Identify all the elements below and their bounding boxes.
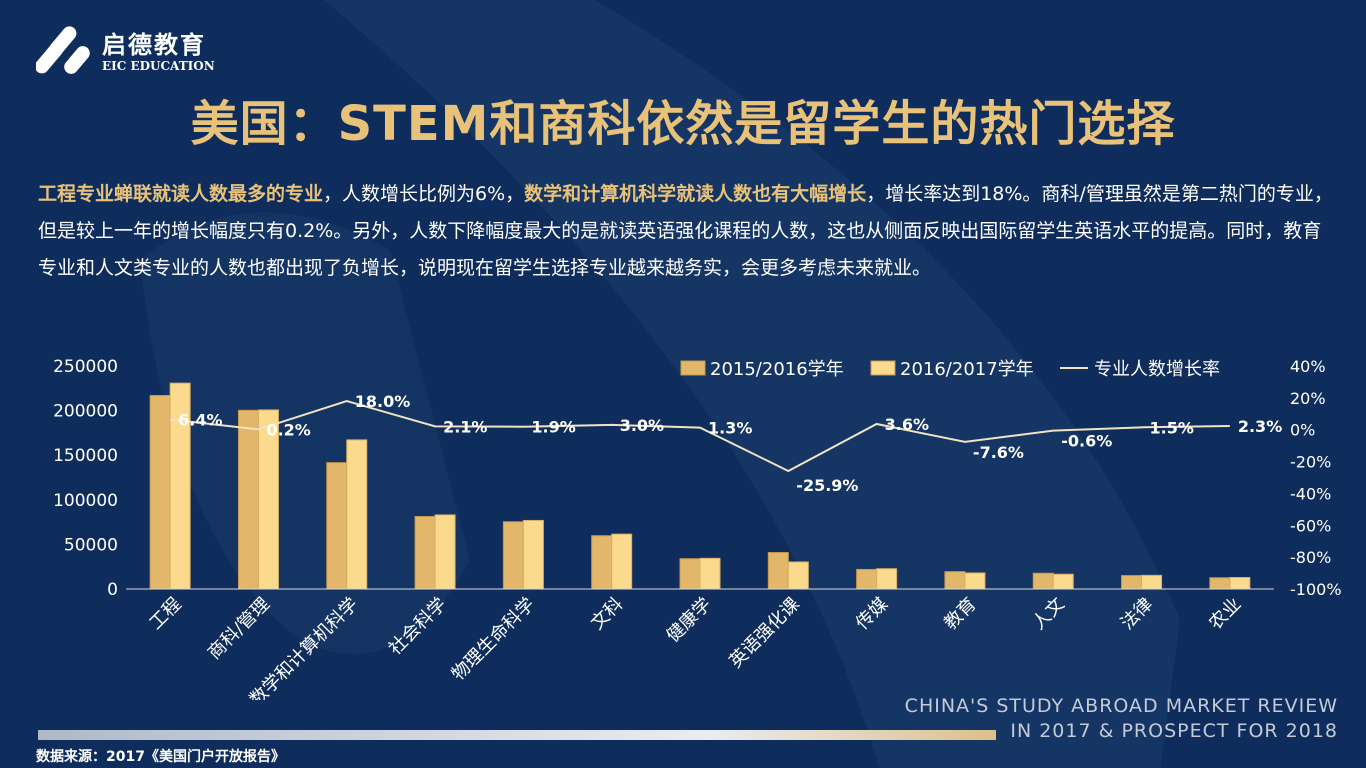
- bar-2015-2016: [767, 552, 789, 590]
- bar-2015-2016: [1121, 575, 1143, 590]
- description-text-2: ，增长率达到18%。商科/管理虽然是第二热门的专业，但是较上一年的增长幅度只有0…: [38, 183, 1333, 279]
- y-axis-tick-label: 250000: [53, 357, 118, 377]
- bar-2015-2016: [1209, 577, 1231, 590]
- category-label: 健康学: [663, 594, 716, 647]
- bar-2016-2017: [787, 561, 809, 590]
- y2-axis-tick-label: 20%: [1290, 389, 1326, 408]
- category-label: 传媒: [852, 594, 892, 634]
- y2-axis-tick-label: 0%: [1290, 421, 1315, 440]
- growth-rate-label: 2.3%: [1238, 417, 1282, 436]
- highlight-engineering: 工程专业蝉联就读人数最多的专业: [38, 183, 324, 205]
- bar-2016-2017: [1052, 573, 1074, 590]
- legend-label: 专业人数增长率: [1094, 359, 1220, 380]
- page-title: 美国：STEM和商科依然是留学生的热门选择: [190, 96, 1176, 152]
- bar-2015-2016: [944, 571, 966, 590]
- logo-name-cn: 启德教育: [102, 31, 206, 59]
- growth-rate-label: 1.3%: [708, 419, 752, 438]
- growth-rate-label: 3.0%: [620, 416, 664, 435]
- y2-axis-tick-label: -60%: [1290, 516, 1331, 535]
- category-label: 法律: [1117, 594, 1157, 634]
- bar-2015-2016: [326, 462, 348, 590]
- y2-axis-tick-label: -20%: [1290, 453, 1331, 472]
- category-label: 教育: [940, 594, 980, 634]
- growth-rate-label: -25.9%: [796, 476, 858, 495]
- logo: 启德教育 EIC EDUCATION: [36, 26, 215, 78]
- y-axis-tick-label: 150000: [53, 446, 118, 466]
- category-label: 商科/管理: [204, 594, 274, 664]
- category-label: 文科: [587, 594, 627, 634]
- bar-2015-2016: [1032, 572, 1054, 590]
- category-label: 物理生命科学: [448, 594, 539, 685]
- bar-2015-2016: [679, 558, 701, 590]
- growth-rate-label: 1.9%: [531, 418, 575, 437]
- bar-2016-2017: [611, 533, 633, 590]
- growth-rate-label: 3.6%: [885, 415, 929, 434]
- bar-2016-2017: [1141, 574, 1163, 590]
- growth-rate-label: 0.2%: [266, 420, 310, 439]
- growth-rate-line: [170, 399, 1230, 473]
- bar-2016-2017: [346, 439, 368, 590]
- legend-swatch-2016-2017: [870, 360, 896, 376]
- bar-2015-2016: [856, 568, 878, 590]
- logo-name-en: EIC EDUCATION: [102, 59, 215, 73]
- growth-rate-label: -0.6%: [1061, 432, 1112, 451]
- bar-2015-2016: [414, 515, 436, 590]
- report-title-line-2: IN 2017 & PROSPECT FOR 2018: [1010, 720, 1338, 742]
- report-title-line-1: CHINA'S STUDY ABROAD MARKET REVIEW: [904, 695, 1338, 717]
- y-axis-tick-label: 50000: [64, 535, 118, 555]
- bar-2015-2016: [502, 521, 524, 590]
- y2-axis-tick-label: -40%: [1290, 484, 1331, 503]
- growth-rate-label: 6.4%: [178, 411, 222, 430]
- y2-axis-tick-label: -80%: [1290, 548, 1331, 567]
- eic-logo-icon: [36, 26, 90, 74]
- legend-label: 2016/2017学年: [900, 359, 1034, 380]
- description-text-1: ，人数增长比例为6%，: [323, 183, 525, 205]
- bar-2016-2017: [876, 568, 898, 590]
- bar-2016-2017: [434, 514, 456, 590]
- y2-axis-tick-label: 40%: [1290, 357, 1326, 376]
- category-label: 英语强化课: [725, 594, 803, 672]
- bar-2015-2016: [591, 535, 613, 590]
- bar-2015-2016: [237, 409, 259, 590]
- bar-2016-2017: [522, 519, 544, 590]
- legend-swatch-2015-2016: [680, 360, 706, 376]
- growth-rate-label: 18.0%: [355, 392, 411, 411]
- enrollment-chart: 0 50000 100000 150000 200000 250000 -100% -80% -…: [53, 357, 1342, 700]
- highlight-math-cs: 数学和计算机科学就读人数也有大幅增长: [524, 183, 867, 205]
- y-axis-tick-label: 200000: [53, 402, 118, 422]
- y-axis-tick-label: 0: [107, 580, 118, 600]
- growth-rate-label: 1.5%: [1150, 418, 1194, 437]
- bar-2016-2017: [699, 557, 721, 590]
- category-label: 农业: [1205, 594, 1245, 634]
- bar-2016-2017: [1229, 576, 1251, 590]
- category-label: 人文: [1028, 594, 1068, 634]
- y-axis-tick-label: 100000: [53, 491, 118, 511]
- y2-axis-tick-label: -100%: [1290, 580, 1342, 599]
- description-paragraph: 工程专业蝉联就读人数最多的专业，人数增长比例为6%，数学和计算机科学就读人数也有…: [38, 176, 1338, 287]
- category-label: 社会科学: [385, 594, 451, 660]
- growth-rate-label: -7.6%: [973, 443, 1024, 462]
- bar-2015-2016: [149, 394, 171, 590]
- category-label: 工程: [145, 594, 185, 634]
- footer-bar: [38, 730, 996, 740]
- legend-label: 2015/2016学年: [710, 359, 844, 380]
- report-title-en: CHINA'S STUDY ABROAD MARKET REVIEW IN 20…: [905, 694, 1338, 744]
- bar-2016-2017: [964, 572, 986, 590]
- data-source: 数据来源：2017《美国门户开放报告》: [36, 749, 285, 765]
- growth-rate-label: 2.1%: [443, 417, 487, 436]
